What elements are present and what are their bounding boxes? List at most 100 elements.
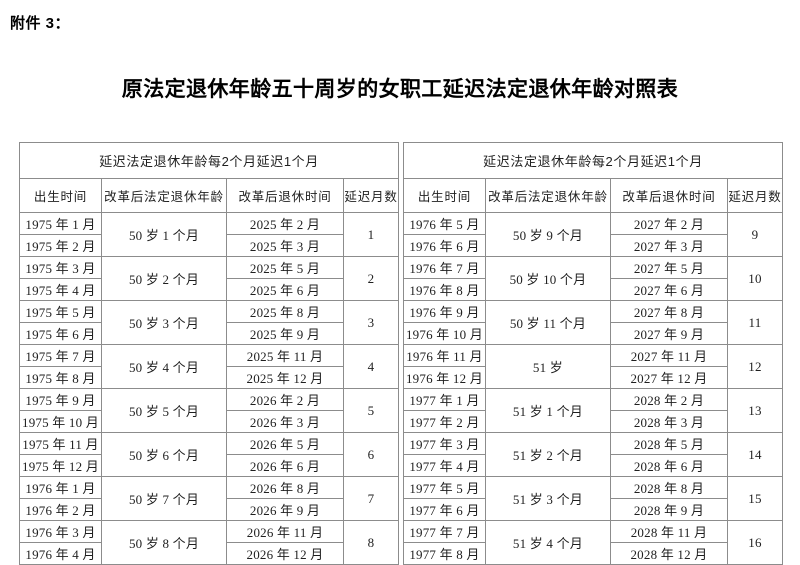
table-row: 1977 年 7 月 51 岁 4 个月 2028 年 11 月 16 [402, 520, 784, 565]
cell-retirement-age: 50 岁 2 个月 [101, 256, 227, 301]
cell-retirement-age: 50 岁 9 个月 [484, 212, 611, 257]
cell-retirement-age: 50 岁 5 个月 [101, 388, 227, 433]
cell-retirement-date: 2025 年 6 月 [226, 278, 344, 301]
cell-delay-months: 7 [342, 476, 400, 521]
cell-birth-date: 1977 年 5 月 [402, 476, 486, 499]
cell-birth-date: 1976 年 1 月 [19, 476, 102, 499]
cell-delay-months: 5 [342, 388, 400, 433]
cell-birth-date: 1975 年 6 月 [19, 322, 102, 345]
cell-birth-date: 1975 年 11 月 [19, 432, 102, 455]
left-table-body: 延迟法定退休年龄每2个月延迟1个月 出生时间 改革后法定退休年龄 改革后退休时间 延迟月… [18, 142, 400, 565]
retirement-table-left: 延迟法定退休年龄每2个月延迟1个月 出生时间 改革后法定退休年龄 改革后退休时间 延迟月… [18, 142, 400, 565]
cell-retirement-date: 2028 年 5 月 [609, 432, 728, 455]
table-header-row: 出生时间 改革后法定退休年龄 改革后退休时间 延迟月数 [402, 178, 784, 213]
cell-retirement-age: 51 岁 3 个月 [484, 476, 611, 521]
cell-retirement-age: 51 岁 [484, 344, 611, 389]
cell-retirement-date: 2025 年 9 月 [226, 322, 344, 345]
cell-delay-months: 4 [342, 344, 400, 389]
cell-birth-date: 1975 年 9 月 [19, 388, 102, 411]
cell-retirement-date: 2025 年 11 月 [226, 344, 344, 367]
cell-retirement-date: 2027 年 8 月 [609, 300, 728, 323]
cell-delay-months: 12 [726, 344, 784, 389]
cell-retirement-age: 50 岁 7 个月 [101, 476, 227, 521]
table-row: 1977 年 5 月 51 岁 3 个月 2028 年 8 月 15 [402, 476, 784, 521]
column-header-retirement-age: 改革后法定退休年龄 [101, 178, 227, 213]
table-header-row: 出生时间 改革后法定退休年龄 改革后退休时间 延迟月数 [19, 178, 400, 213]
cell-retirement-age: 50 岁 3 个月 [101, 300, 227, 345]
table-row: 1977 年 2 月 2028 年 3 月 [402, 410, 782, 433]
cell-birth-date: 1975 年 5 月 [19, 300, 102, 323]
table-banner-row: 延迟法定退休年龄每2个月延迟1个月 [402, 142, 784, 179]
table-row: 1976 年 12 月 2027 年 12 月 [402, 366, 782, 389]
cell-birth-date: 1975 年 12 月 [19, 454, 102, 477]
cell-retirement-date: 2025 年 3 月 [226, 234, 344, 257]
cell-delay-months: 3 [342, 300, 400, 345]
cell-birth-date: 1976 年 3 月 [19, 520, 102, 543]
cell-birth-date: 1976 年 2 月 [19, 498, 102, 521]
cell-birth-date: 1976 年 5 月 [402, 212, 486, 235]
cell-retirement-date: 2027 年 2 月 [609, 212, 728, 235]
cell-retirement-date: 2028 年 2 月 [609, 388, 728, 411]
cell-birth-date: 1977 年 7 月 [402, 520, 486, 543]
cell-retirement-date: 2025 年 12 月 [226, 366, 344, 389]
cell-retirement-age: 50 岁 8 个月 [101, 520, 227, 565]
table-banner: 延迟法定退休年龄每2个月延迟1个月 [18, 142, 400, 179]
cell-retirement-date: 2026 年 12 月 [226, 542, 344, 565]
right-table-body: 延迟法定退休年龄每2个月延迟1个月 出生时间 改革后法定退休年龄 改革后退休时间 延迟月… [402, 142, 784, 565]
cell-retirement-age: 51 岁 4 个月 [484, 520, 611, 565]
tables-container: 延迟法定退休年龄每2个月延迟1个月 出生时间 改革后法定退休年龄 改革后退休时间 延迟月… [18, 142, 784, 565]
cell-birth-date: 1975 年 8 月 [19, 366, 102, 389]
cell-retirement-date: 2028 年 12 月 [609, 542, 728, 565]
cell-delay-months: 10 [726, 256, 784, 301]
cell-retirement-date: 2026 年 6 月 [226, 454, 344, 477]
cell-delay-months: 9 [726, 212, 784, 257]
cell-retirement-age: 50 岁 4 个月 [101, 344, 227, 389]
cell-birth-date: 1977 年 2 月 [402, 410, 486, 433]
cell-retirement-date: 2026 年 5 月 [226, 432, 344, 455]
table-row: 1976 年 9 月 50 岁 11 个月 2027 年 8 月 11 [402, 300, 784, 345]
page-title: 原法定退休年龄五十周岁的女职工延迟法定退休年龄对照表 [121, 77, 679, 101]
cell-birth-date: 1976 年 9 月 [402, 300, 486, 323]
cell-retirement-age: 50 岁 6 个月 [101, 432, 227, 477]
cell-birth-date: 1977 年 3 月 [402, 432, 486, 455]
cell-retirement-date: 2027 年 5 月 [609, 256, 728, 279]
column-header-retirement-date: 改革后退休时间 [226, 178, 344, 213]
cell-retirement-age: 50 岁 11 个月 [484, 300, 611, 345]
table-banner: 延迟法定退休年龄每2个月延迟1个月 [402, 142, 784, 179]
table-row: 1975 年 12 月 2026 年 6 月 [19, 454, 399, 477]
cell-retirement-date: 2025 年 8 月 [226, 300, 344, 323]
table-row: 1975 年 6 月 2025 年 9 月 [19, 322, 399, 345]
cell-birth-date: 1976 年 10 月 [402, 322, 486, 345]
cell-retirement-date: 2027 年 6 月 [609, 278, 728, 301]
cell-retirement-date: 2027 年 9 月 [609, 322, 728, 345]
cell-birth-date: 1975 年 7 月 [19, 344, 102, 367]
cell-delay-months: 15 [726, 476, 784, 521]
cell-retirement-date: 2027 年 11 月 [609, 344, 728, 367]
table-row: 1976 年 10 月 2027 年 9 月 [402, 322, 782, 345]
column-header-retirement-age: 改革后法定退休年龄 [484, 178, 611, 213]
table-row: 1976 年 8 月 2027 年 6 月 [402, 278, 782, 301]
cell-retirement-date: 2026 年 9 月 [226, 498, 344, 521]
cell-retirement-date: 2028 年 6 月 [609, 454, 728, 477]
cell-birth-date: 1977 年 8 月 [402, 542, 486, 565]
cell-birth-date: 1975 年 1 月 [19, 212, 102, 235]
cell-delay-months: 13 [726, 388, 784, 433]
attachment-label: 附件 3： [10, 15, 71, 32]
table-row: 1976 年 4 月 2026 年 12 月 [19, 542, 399, 565]
table-row: 1976 年 11 月 51 岁 2027 年 11 月 12 [402, 344, 784, 389]
cell-delay-months: 8 [342, 520, 400, 565]
cell-birth-date: 1977 年 1 月 [402, 388, 486, 411]
column-header-delay-months: 延迟月数 [726, 178, 784, 213]
column-header-delay-months: 延迟月数 [342, 178, 400, 213]
cell-birth-date: 1976 年 6 月 [402, 234, 486, 257]
cell-retirement-date: 2028 年 9 月 [609, 498, 728, 521]
cell-delay-months: 6 [342, 432, 400, 477]
cell-retirement-date: 2025 年 5 月 [226, 256, 344, 279]
